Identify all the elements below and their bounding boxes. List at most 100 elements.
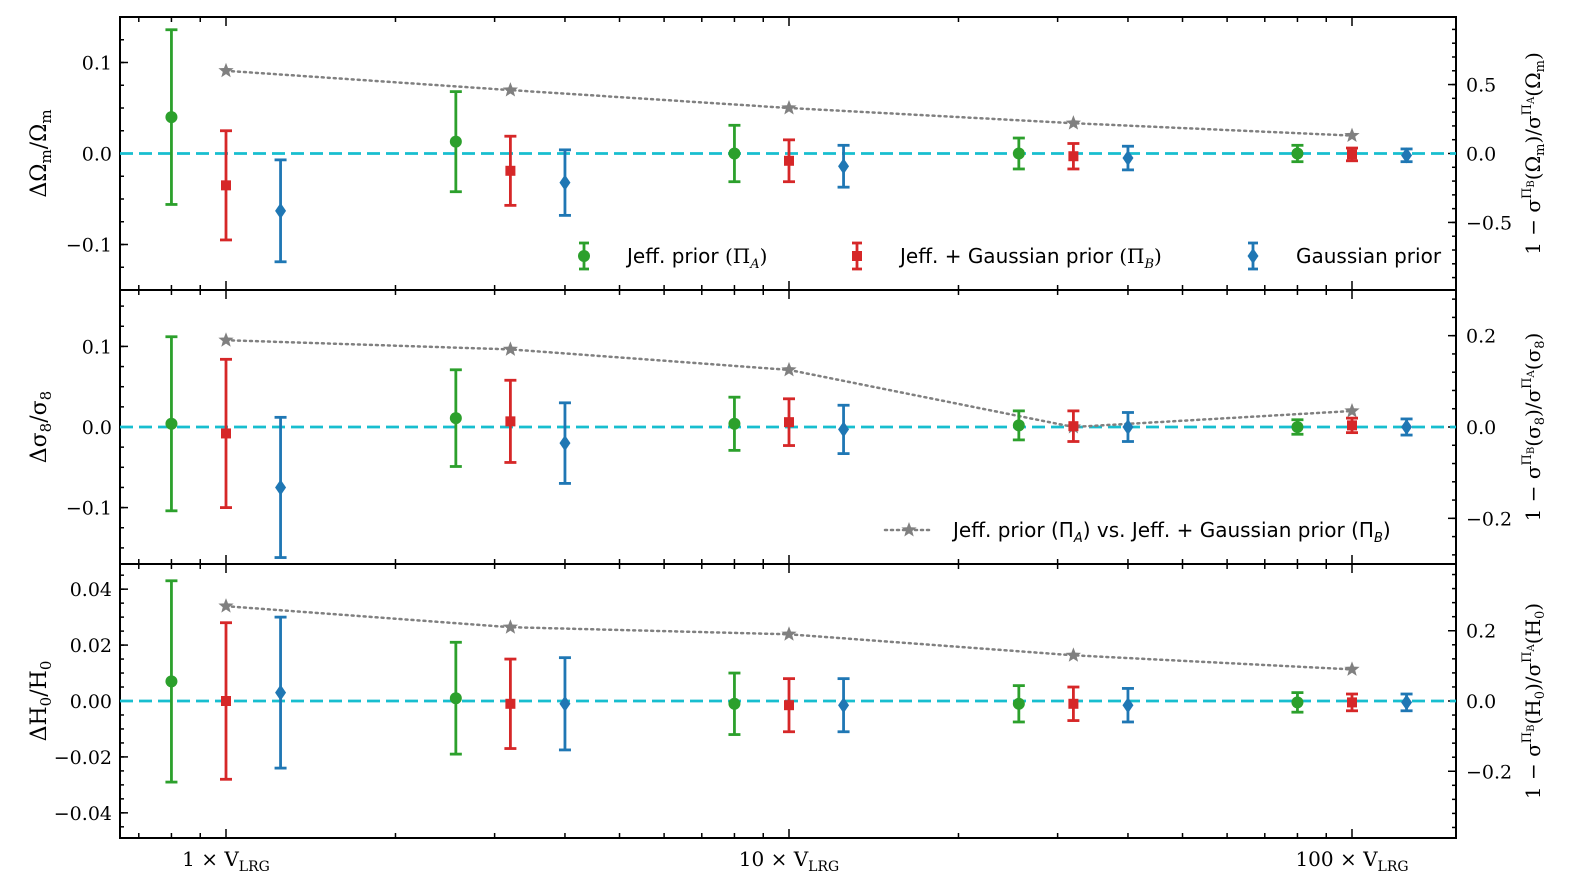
y-tick-label: 0.02 xyxy=(70,635,112,657)
panel-1: 0.1 0.0 −0.1 0.5 0.0 −0.5 ΔΩm/Ωm 1 − σΠB(Ωm)/σΠ… xyxy=(27,16,1548,291)
data-point xyxy=(1347,697,1357,708)
data-point xyxy=(165,111,178,124)
data-point xyxy=(1012,147,1025,160)
y2-tick-label: 0.5 xyxy=(1466,75,1496,97)
data-point xyxy=(1122,150,1134,167)
y-tick-label: −0.04 xyxy=(54,803,112,825)
y2-axis-label: 1 − σΠB(σ8)/σΠA(σ8) xyxy=(1520,333,1548,522)
ratio-marker xyxy=(502,341,519,356)
ratio-marker xyxy=(781,361,797,377)
data-point xyxy=(838,421,850,438)
data-point xyxy=(559,695,571,712)
data-point xyxy=(449,412,462,425)
series-diamond xyxy=(274,143,1413,264)
y-axis-label: Δσ8/σ8 xyxy=(27,391,55,463)
ratio-marker xyxy=(1344,403,1360,418)
data-point xyxy=(728,417,741,430)
ratio-marker xyxy=(781,100,797,115)
data-point xyxy=(449,135,462,148)
y-axis-label: ΔH0/H0 xyxy=(27,661,55,742)
legend-marker xyxy=(901,522,917,537)
y2-tick-label: 0.2 xyxy=(1466,621,1496,643)
legend-entry: Jeff. prior (ΠA) xyxy=(578,241,767,272)
y2-tick-label: 0.2 xyxy=(1466,326,1496,348)
legend-label: Jeff. prior (ΠA) xyxy=(625,244,767,272)
legend-marker xyxy=(852,251,862,261)
series-circle xyxy=(165,28,1304,206)
legend-label: Jeff. prior (ΠA) vs. Jeff. + Gaussian pr… xyxy=(951,518,1391,546)
legend-entry: Gaussian prior xyxy=(1247,241,1442,271)
data-point xyxy=(1122,419,1134,435)
ratio-marker xyxy=(502,619,519,634)
data-point xyxy=(505,698,516,709)
data-point xyxy=(1068,421,1079,432)
data-point xyxy=(1122,697,1134,714)
x-tick-label: 100 × VLRG xyxy=(1295,847,1408,875)
ratio-marker xyxy=(1065,115,1082,130)
data-point xyxy=(221,180,231,191)
legend-label: Gaussian prior xyxy=(1296,244,1442,268)
data-point xyxy=(449,692,462,705)
y2-tick-label: −0.2 xyxy=(1466,508,1512,530)
y-axis-label: ΔΩm/Ωm xyxy=(27,109,55,197)
data-point xyxy=(221,428,231,439)
data-point xyxy=(1291,147,1304,160)
data-point xyxy=(784,417,794,428)
x-tick-label: 10 × VLRG xyxy=(739,847,839,875)
y2-tick-label: 0.0 xyxy=(1466,417,1496,439)
y2-tick-label: 0.0 xyxy=(1466,144,1496,166)
y2-tick-label: −0.5 xyxy=(1466,212,1512,234)
legend-label: Jeff. + Gaussian prior (ΠB) xyxy=(898,244,1162,272)
x-tick-label: 1 × VLRG xyxy=(182,847,270,875)
y-tick-label: 0.04 xyxy=(70,579,112,601)
data-point xyxy=(1401,694,1413,711)
ratio-marker xyxy=(1065,647,1082,662)
data-point xyxy=(1347,420,1357,431)
data-point xyxy=(275,684,287,701)
data-point xyxy=(1068,151,1079,162)
series-legend: Jeff. prior (ΠA) Jeff. + Gaussian prior (… xyxy=(578,241,1442,272)
data-point xyxy=(1401,419,1413,435)
y-tick-label: 0.00 xyxy=(70,691,112,713)
ratio-legend: Jeff. prior (ΠA) vs. Jeff. + Gaussian pr… xyxy=(883,518,1391,546)
y-tick-label: −0.1 xyxy=(66,498,112,520)
data-point xyxy=(784,155,794,166)
y2-tick-label: 0.0 xyxy=(1466,691,1496,713)
y-tick-label: 0.0 xyxy=(82,144,112,166)
y-tick-label: −0.1 xyxy=(66,235,112,257)
data-point xyxy=(559,435,571,452)
data-point xyxy=(505,165,516,176)
ratio-marker xyxy=(218,332,234,347)
series-circle xyxy=(165,579,1304,784)
panel-2: 0.1 0.0 −0.1 0.2 0.0 −0.2 Δσ8/σ8 1 − σΠB(σ8)/σΠ… xyxy=(27,289,1548,565)
series-square xyxy=(220,357,1358,509)
ratio-marker xyxy=(218,598,234,613)
ratio-marker xyxy=(502,82,519,97)
data-point xyxy=(221,696,231,706)
data-point xyxy=(838,158,850,175)
data-point xyxy=(728,697,741,710)
y2-axis-label: 1 − σΠB(Ωm)/σΠA(Ωm) xyxy=(1520,52,1548,255)
series-square xyxy=(220,129,1358,242)
ratio-marker xyxy=(1344,127,1360,143)
ratio-series xyxy=(218,598,1360,676)
data-point xyxy=(165,675,178,688)
ratio-marker xyxy=(781,626,797,641)
data-point xyxy=(784,700,794,711)
legend-marker xyxy=(1247,248,1259,264)
data-point xyxy=(1291,696,1304,709)
data-point xyxy=(1347,149,1357,160)
data-point xyxy=(505,416,516,427)
y-tick-label: 0.1 xyxy=(82,336,112,358)
data-point xyxy=(1068,698,1079,709)
y2-tick-label: −0.2 xyxy=(1466,761,1512,783)
data-point xyxy=(559,174,571,191)
series-square xyxy=(220,621,1358,781)
panel-3: 0.04 0.02 0.00 −0.02 −0.04 0.2 0.0 −0.2 ΔH0/H0 1 … xyxy=(27,563,1548,839)
series-diamond xyxy=(274,401,1413,559)
y-tick-label: 0.1 xyxy=(82,53,112,75)
ratio-marker xyxy=(218,62,234,78)
legend-entry: Jeff. + Gaussian prior (ΠB) xyxy=(852,241,1162,272)
data-point xyxy=(165,417,178,430)
